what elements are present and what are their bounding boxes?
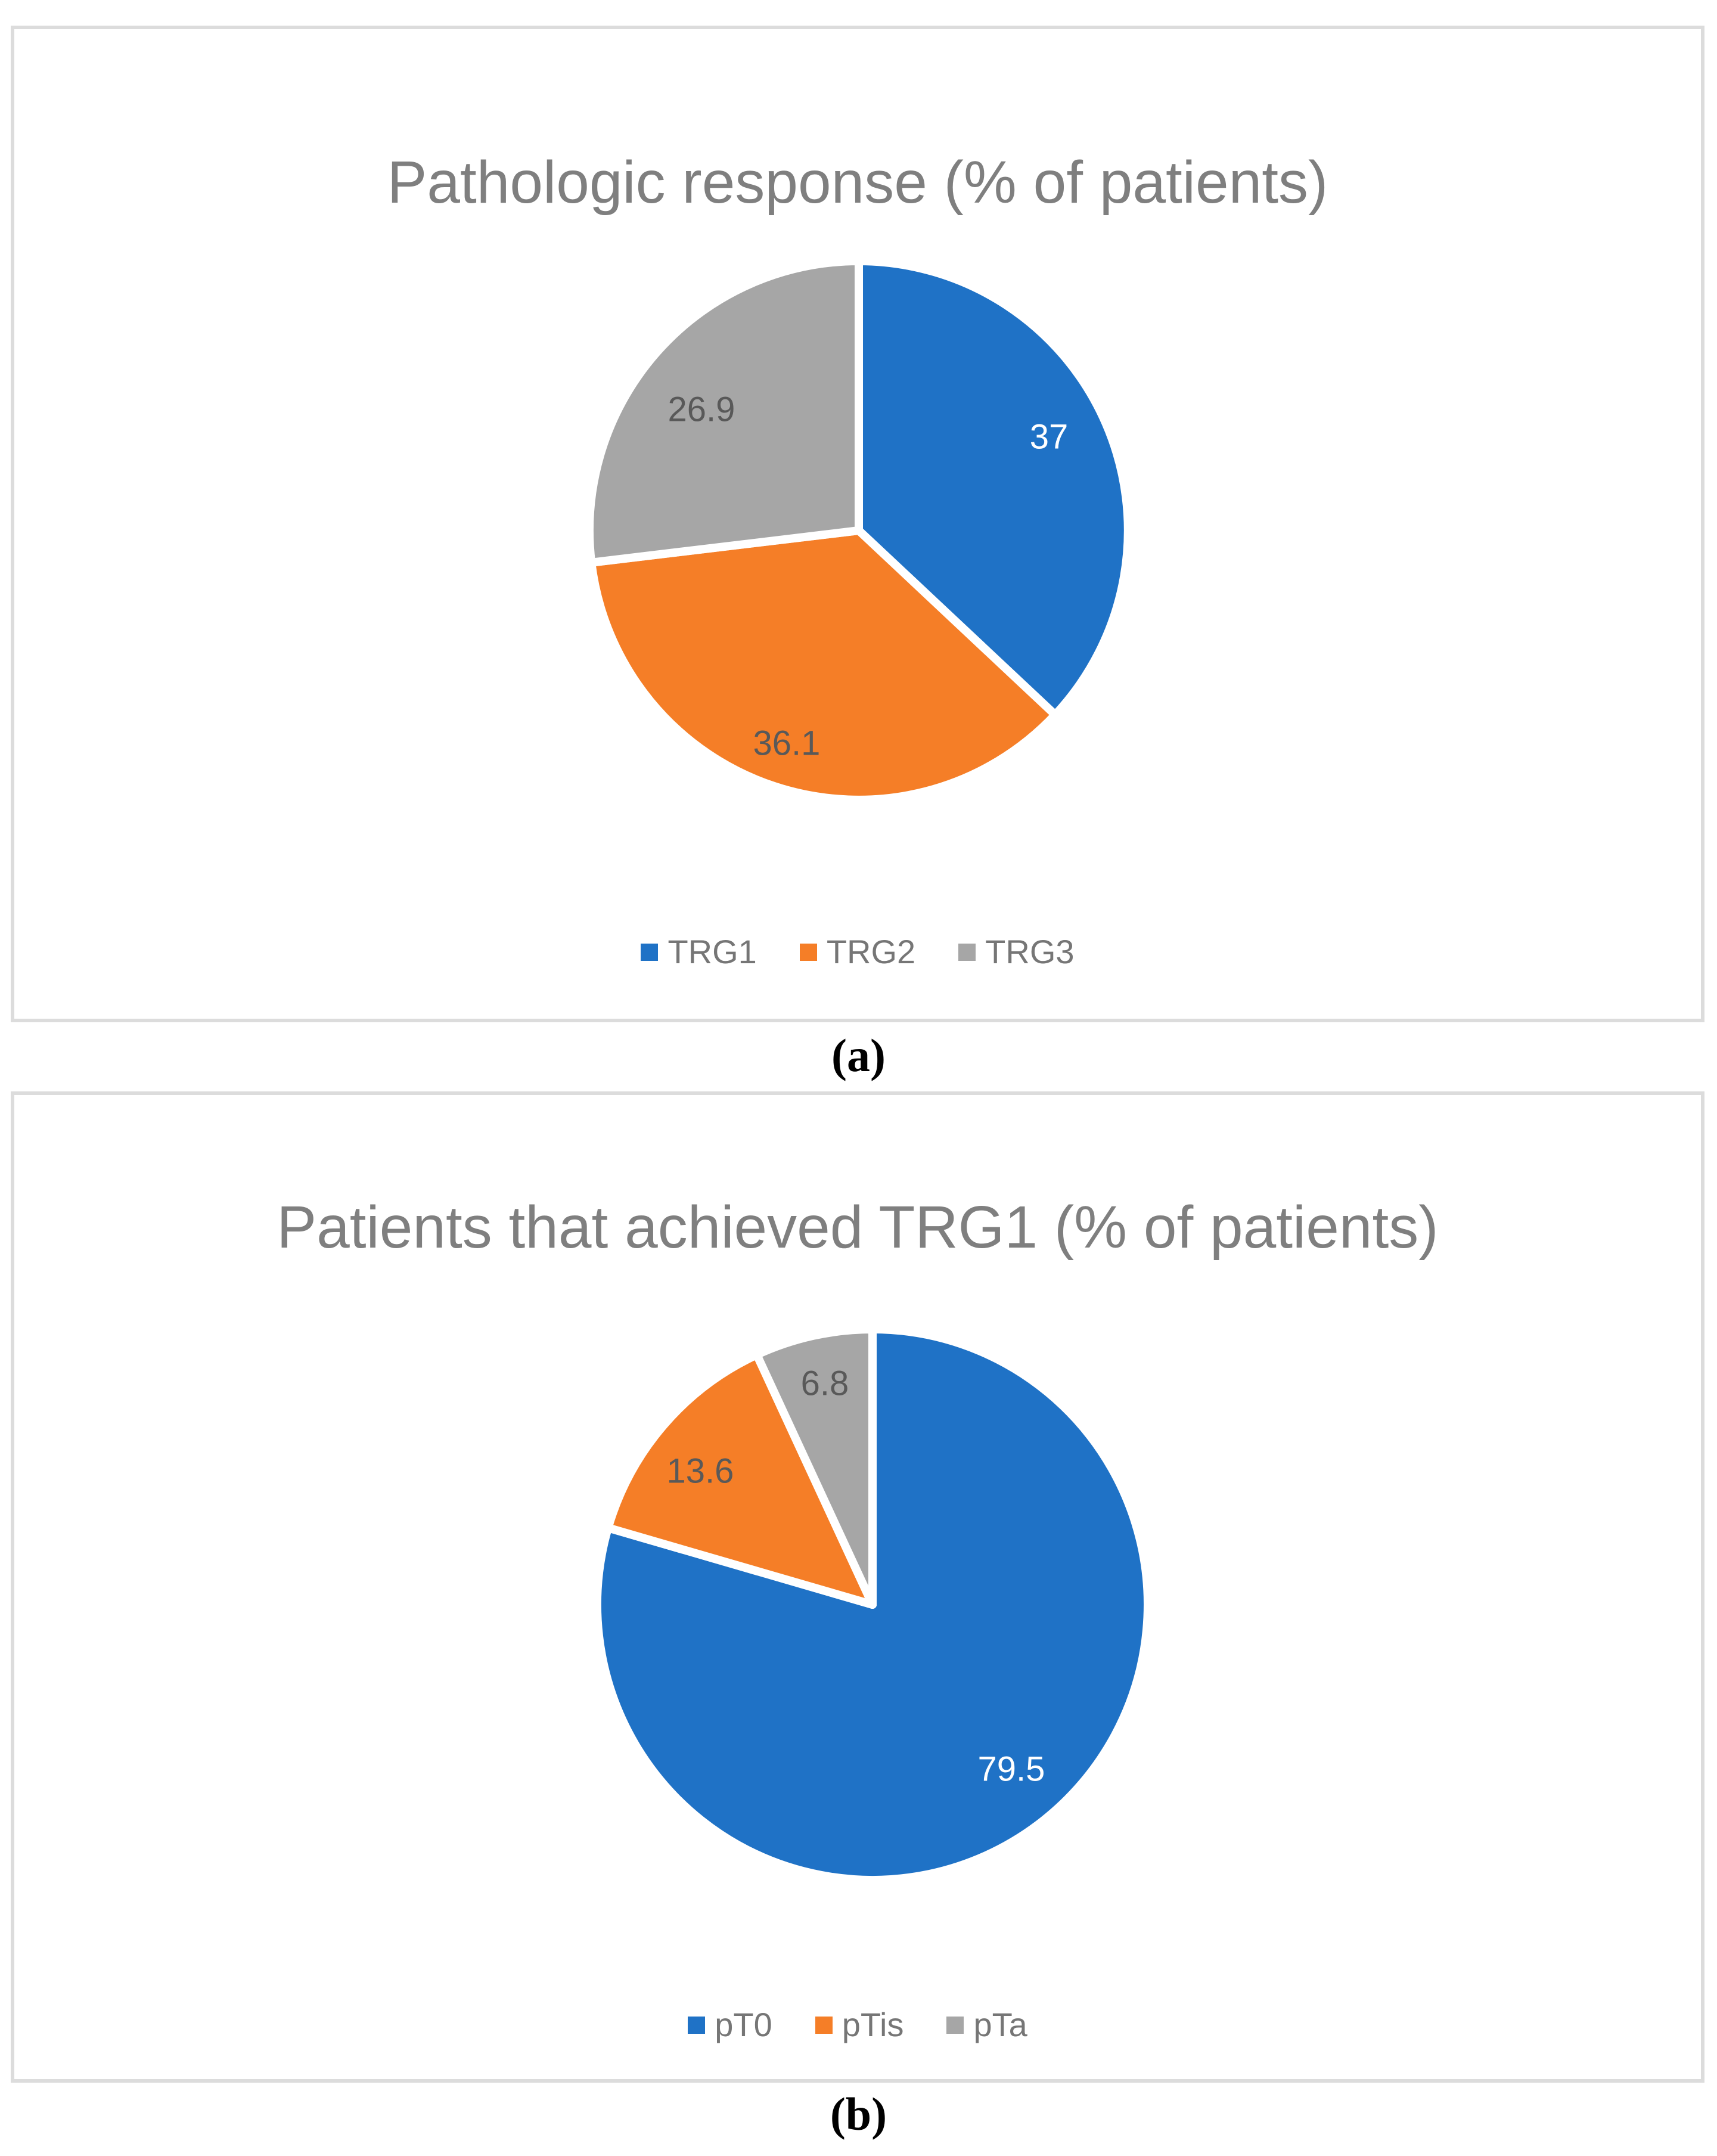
legend-swatch-ptis bbox=[815, 2016, 833, 2034]
legend-label-trg3: TRG3 bbox=[985, 933, 1075, 970]
legend-label-trg2: TRG2 bbox=[826, 933, 916, 970]
pie-b-slice-ptis bbox=[604, 1350, 877, 1609]
pie-b-label-ptis: 13.6 bbox=[667, 1452, 734, 1491]
pie-b-label-pta: 6.8 bbox=[801, 1364, 849, 1403]
caption-a: (a) bbox=[831, 1029, 886, 1081]
legend-item-pt0: pT0 bbox=[688, 2008, 772, 2042]
legend-a: TRG1 TRG2 TRG3 bbox=[14, 935, 1701, 969]
chart-b-title: Patients that achieved TRG1 (% of patien… bbox=[277, 1194, 1439, 1261]
legend-item-trg2: TRG2 bbox=[799, 933, 916, 970]
legend-swatch-pt0 bbox=[688, 2016, 706, 2034]
pie-a-slice-trg3 bbox=[585, 257, 863, 567]
pie-a-label-trg3: 26.9 bbox=[668, 390, 735, 429]
legend-label-pta: pTa bbox=[973, 2006, 1027, 2043]
legend-swatch-pta bbox=[946, 2016, 964, 2034]
pie-a-label-trg1: 37 bbox=[1030, 418, 1069, 457]
legend-label-trg1: TRG1 bbox=[667, 933, 757, 970]
pie-a-label-trg2: 36.1 bbox=[753, 724, 821, 763]
pie-b-label-pt0: 79.5 bbox=[978, 1750, 1045, 1789]
legend-b: pT0 pTis pTa bbox=[14, 2008, 1701, 2042]
legend-label-pt0: pT0 bbox=[715, 2006, 772, 2043]
legend-swatch-trg3 bbox=[958, 943, 976, 961]
chart-a-title: Pathologic response (% of patients) bbox=[387, 149, 1328, 216]
legend-swatch-trg1 bbox=[641, 943, 659, 961]
chart-panel-a: Pathologic response (% of patients) 37 3… bbox=[11, 26, 1704, 1022]
legend-item-trg3: TRG3 bbox=[958, 933, 1075, 970]
legend-swatch-trg2 bbox=[799, 943, 817, 961]
legend-item-pta: pTa bbox=[946, 2008, 1027, 2042]
legend-item-trg1: TRG1 bbox=[641, 933, 757, 970]
pie-chart-a: 37 36.1 26.9 bbox=[585, 257, 1132, 804]
legend-label-ptis: pTis bbox=[842, 2006, 904, 2043]
caption-b: (b) bbox=[830, 2088, 887, 2140]
pie-b-slice-pta bbox=[752, 1325, 877, 1609]
legend-item-ptis: pTis bbox=[815, 2006, 904, 2043]
pie-a-slice-trg1 bbox=[855, 257, 1132, 719]
pie-a-slice-trg2 bbox=[587, 526, 1060, 804]
pie-chart-b: 79.5 13.6 6.8 bbox=[592, 1325, 1152, 1884]
chart-panel-b: Patients that achieved TRG1 (% of patien… bbox=[11, 1091, 1704, 2083]
